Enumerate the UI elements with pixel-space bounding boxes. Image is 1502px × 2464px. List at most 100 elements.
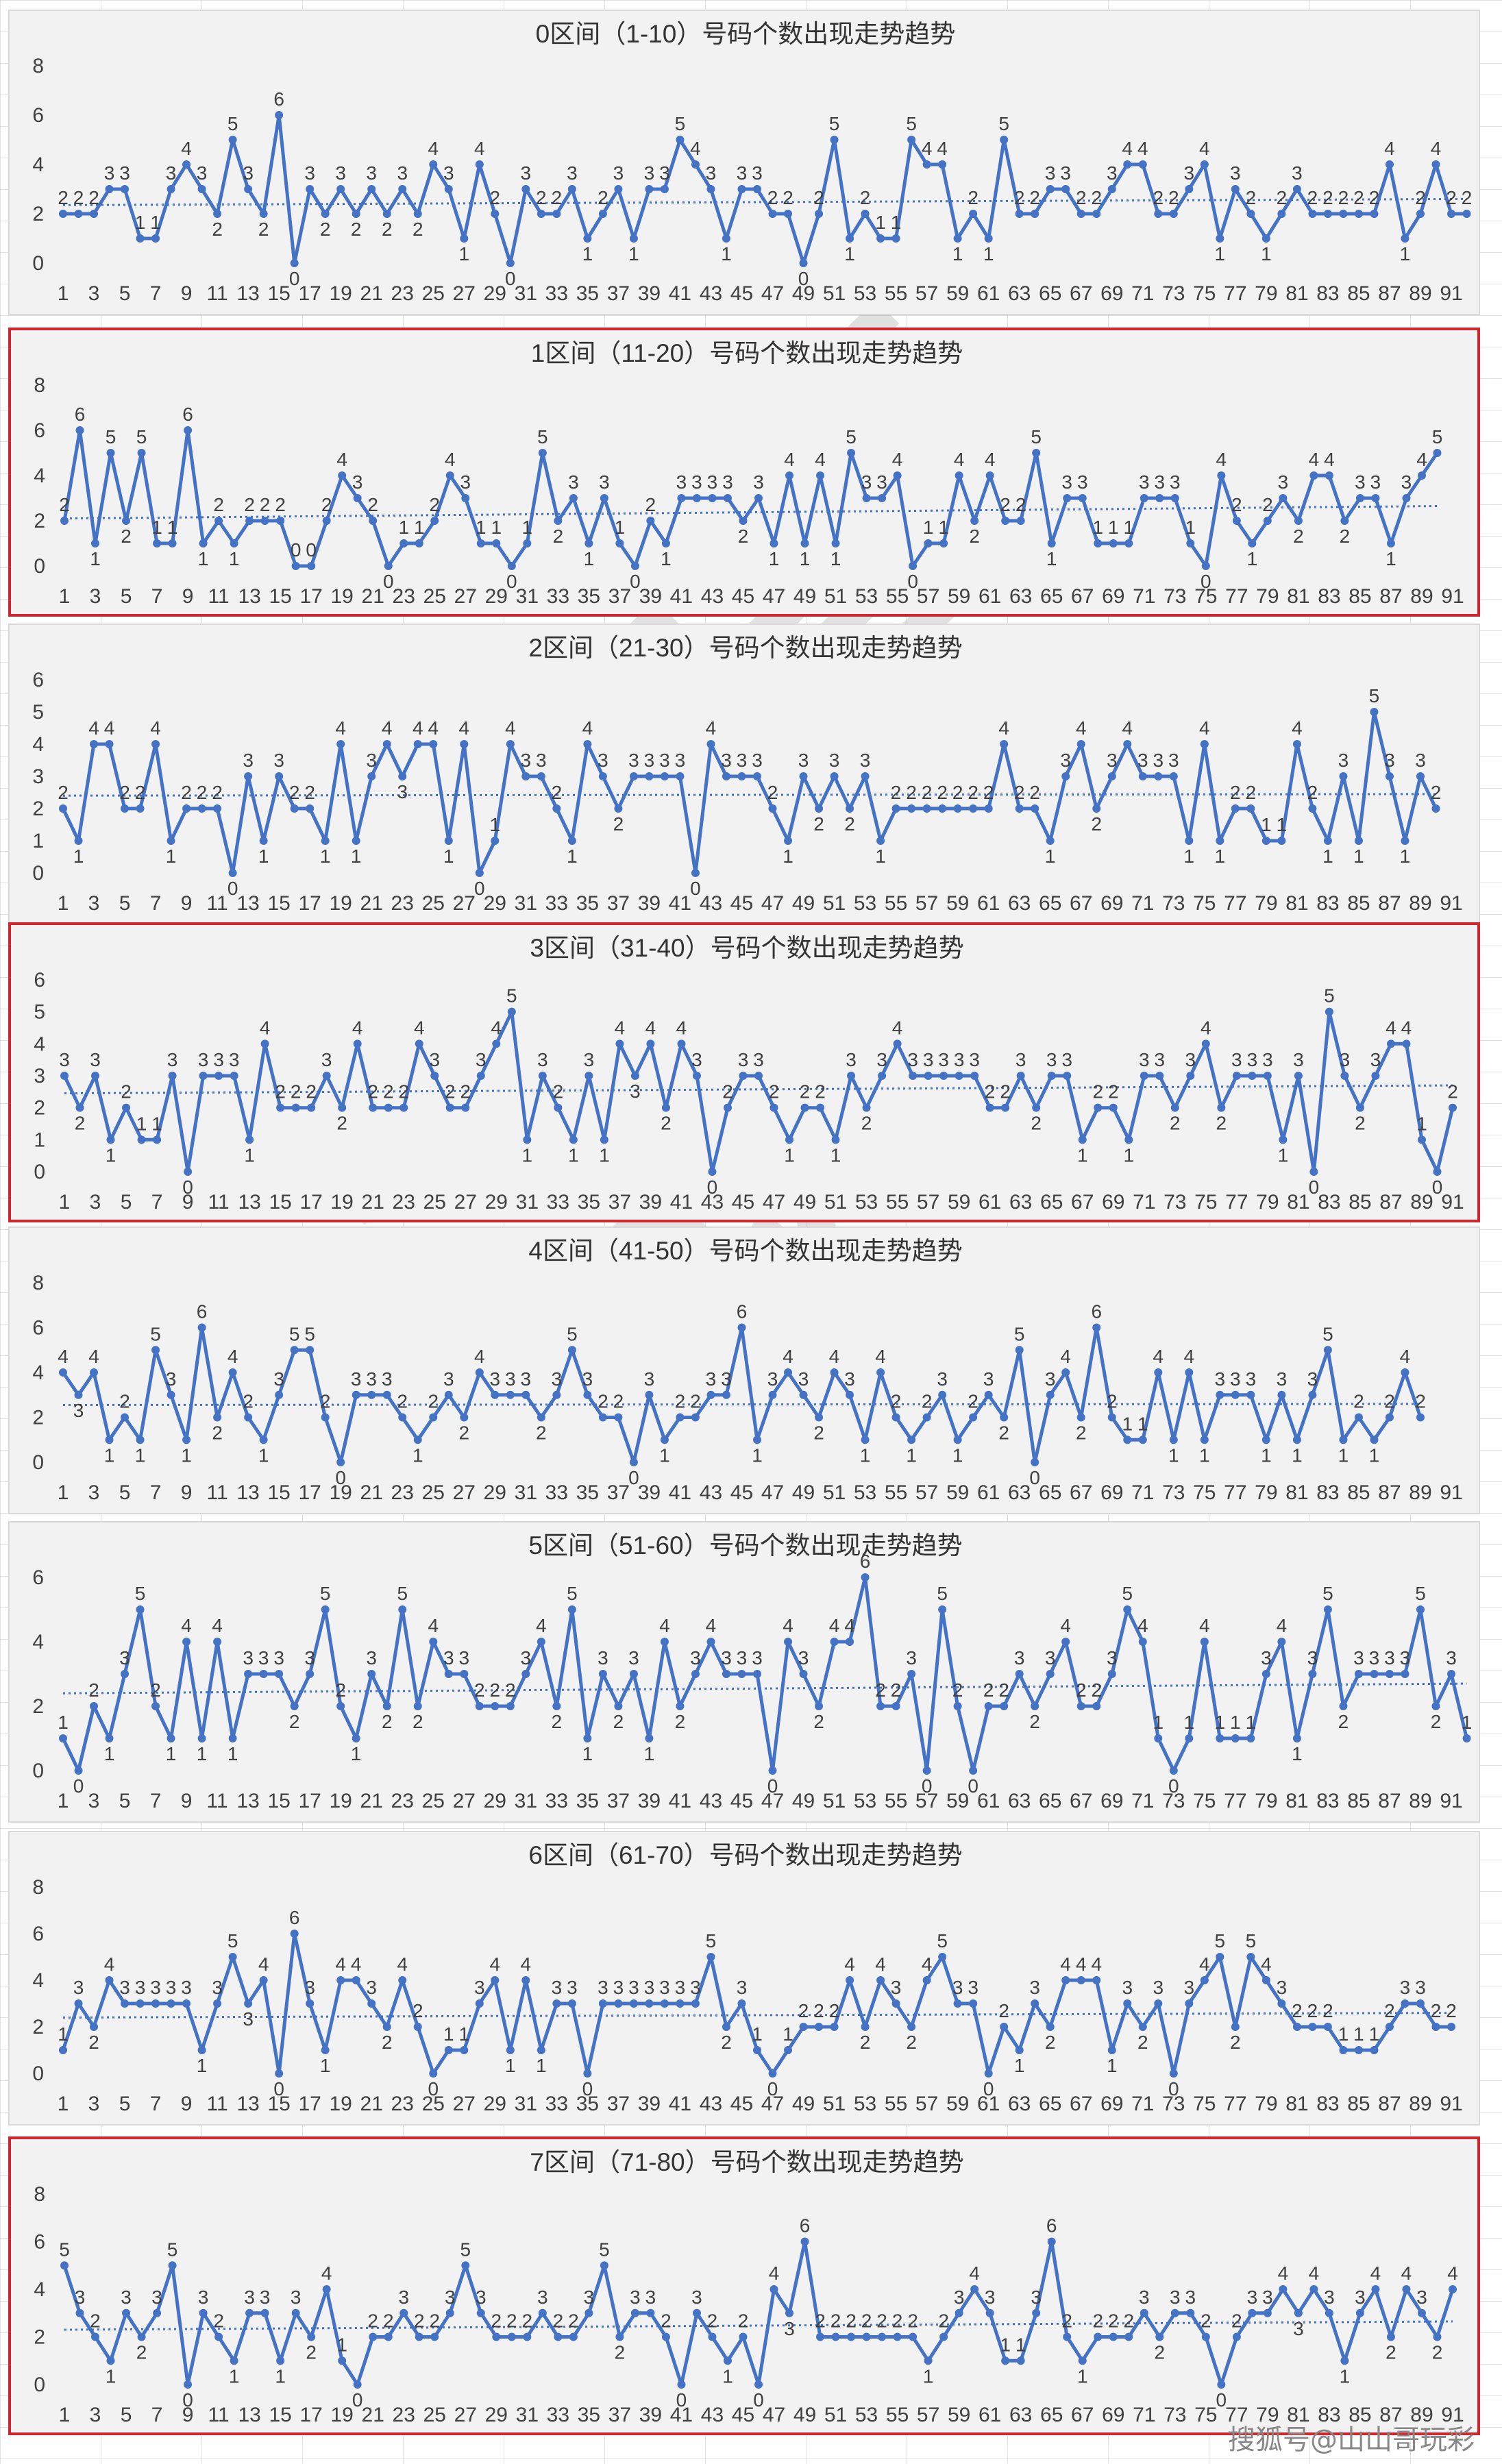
chart-title: 3区间（31-40）号码个数出现走势趋势: [530, 934, 963, 962]
data-point-12: [228, 1368, 237, 1377]
data-label-53: 3: [861, 471, 872, 493]
data-label-34: 3: [567, 162, 578, 184]
data-point-14: [260, 1039, 269, 1048]
x-tick-label-1: 3: [90, 585, 101, 608]
y-tick-label-0: 0: [34, 555, 45, 578]
data-point-23: [399, 539, 408, 547]
data-point-1: [59, 210, 67, 218]
data-label-79: 1: [1261, 243, 1272, 264]
data-point-41: [676, 1702, 685, 1710]
data-label-26: 2: [445, 1081, 456, 1102]
chart-panel-7: 7区间（71-80）号码个数出现走势趋势 0 2 4 6 8 1 3 5 7 9 11 13 15 17 19…: [8, 2136, 1480, 2435]
x-tick-label-27: 55: [885, 282, 907, 305]
x-tick-label-43: 87: [1378, 892, 1401, 915]
x-tick-label-21: 43: [700, 892, 722, 915]
x-tick-label-41: 83: [1316, 1481, 1339, 1504]
data-label-82: 3: [1307, 1368, 1318, 1390]
data-point-9: [182, 1436, 191, 1444]
x-tick-label-8: 17: [298, 282, 321, 305]
data-label-42: 4: [690, 138, 701, 159]
data-point-70: [1123, 1605, 1132, 1614]
x-tick-label-27: 55: [885, 1790, 907, 1812]
data-point-35: [584, 1072, 593, 1080]
x-tick-label-4: 9: [181, 2093, 193, 2115]
x-tick-label-36: 73: [1164, 1191, 1186, 1213]
data-label-11: 4: [212, 1615, 223, 1636]
data-label-54: 3: [876, 471, 887, 493]
data-label-43: 4: [706, 1615, 717, 1636]
data-label-46: 1: [752, 1444, 763, 1466]
data-label-21: 3: [366, 1368, 377, 1390]
data-point-73: [1170, 494, 1179, 502]
data-point-61: [985, 1103, 994, 1112]
x-tick-label-5: 11: [207, 1790, 228, 1812]
x-tick-label-24: 49: [793, 585, 816, 608]
data-label-78: 2: [1246, 782, 1257, 803]
data-point-42: [691, 1999, 700, 2008]
trend-line: [62, 1682, 1467, 1695]
data-label-82: 2: [1307, 187, 1318, 208]
data-point-60: [970, 1072, 979, 1080]
data-label-84: 3: [1340, 1049, 1351, 1070]
x-tick-label-0: 1: [58, 1481, 69, 1504]
data-point-27: [460, 2046, 469, 2054]
data-label-78: 5: [1246, 1930, 1257, 1951]
data-label-71: 4: [1137, 138, 1148, 159]
data-point-16: [291, 2308, 300, 2317]
data-label-54: 2: [875, 1679, 886, 1701]
data-label-57: 4: [922, 138, 933, 159]
data-label-2: 0: [73, 1775, 84, 1797]
data-label-27: 1: [458, 2023, 469, 2045]
x-tick-label-23: 47: [761, 1790, 784, 1812]
x-tick-label-6: 13: [236, 892, 259, 915]
x-tick-label-4: 9: [182, 1191, 194, 1213]
data-label-52: 4: [844, 1954, 855, 1975]
data-point-32: [537, 1638, 545, 1646]
data-label-59: 3: [954, 2287, 965, 2308]
x-tick-label-6: 13: [238, 1191, 260, 1213]
data-label-13: 1: [244, 1144, 255, 1166]
data-label-70: 1: [1123, 517, 1134, 538]
data-point-53: [861, 772, 870, 780]
data-point-54: [876, 1368, 885, 1377]
data-label-39: 2: [645, 494, 656, 515]
data-point-22: [384, 2332, 393, 2341]
data-point-57: [924, 2356, 933, 2365]
data-point-70: [1124, 539, 1133, 547]
data-label-88: 3: [1400, 1977, 1411, 1998]
data-point-14: [259, 1436, 268, 1444]
x-tick-label-0: 1: [58, 2093, 69, 2115]
data-point-5: [121, 804, 130, 813]
data-point-37: [614, 1999, 623, 2008]
data-point-39: [645, 1999, 654, 2008]
data-point-69: [1107, 1413, 1116, 1422]
x-tick-label-30: 61: [977, 1481, 1000, 1504]
data-label-49: 0: [798, 268, 809, 289]
data-point-31: [523, 2332, 532, 2341]
data-point-1: [59, 1734, 67, 1742]
x-tick-label-18: 37: [607, 282, 630, 305]
x-tick-label-28: 57: [915, 2093, 938, 2115]
data-point-17: [306, 1999, 315, 2008]
data-label-42: 3: [691, 1049, 702, 1070]
x-tick-label-41: 83: [1318, 585, 1340, 608]
data-label-3: 2: [88, 2032, 99, 2053]
data-point-12: [230, 1072, 238, 1080]
data-point-28: [475, 1702, 484, 1710]
x-tick-label-20: 41: [670, 585, 693, 608]
data-point-87: [1385, 1413, 1394, 1422]
x-tick-label-42: 85: [1349, 585, 1371, 608]
series-line: [61, 710, 1438, 875]
data-label-15: 3: [273, 1368, 284, 1390]
data-point-34: [567, 1605, 576, 1614]
data-point-66: [1061, 185, 1070, 193]
data-point-25: [430, 1072, 439, 1080]
x-tick-label-9: 19: [330, 892, 352, 915]
data-label-20: 3: [351, 1368, 362, 1390]
data-point-53: [861, 1573, 870, 1581]
data-point-38: [630, 2308, 639, 2317]
data-label-78: 1: [1246, 1712, 1257, 1733]
data-point-18: [322, 1072, 331, 1080]
data-label-32: 4: [536, 1615, 547, 1636]
data-point-39: [645, 772, 654, 780]
